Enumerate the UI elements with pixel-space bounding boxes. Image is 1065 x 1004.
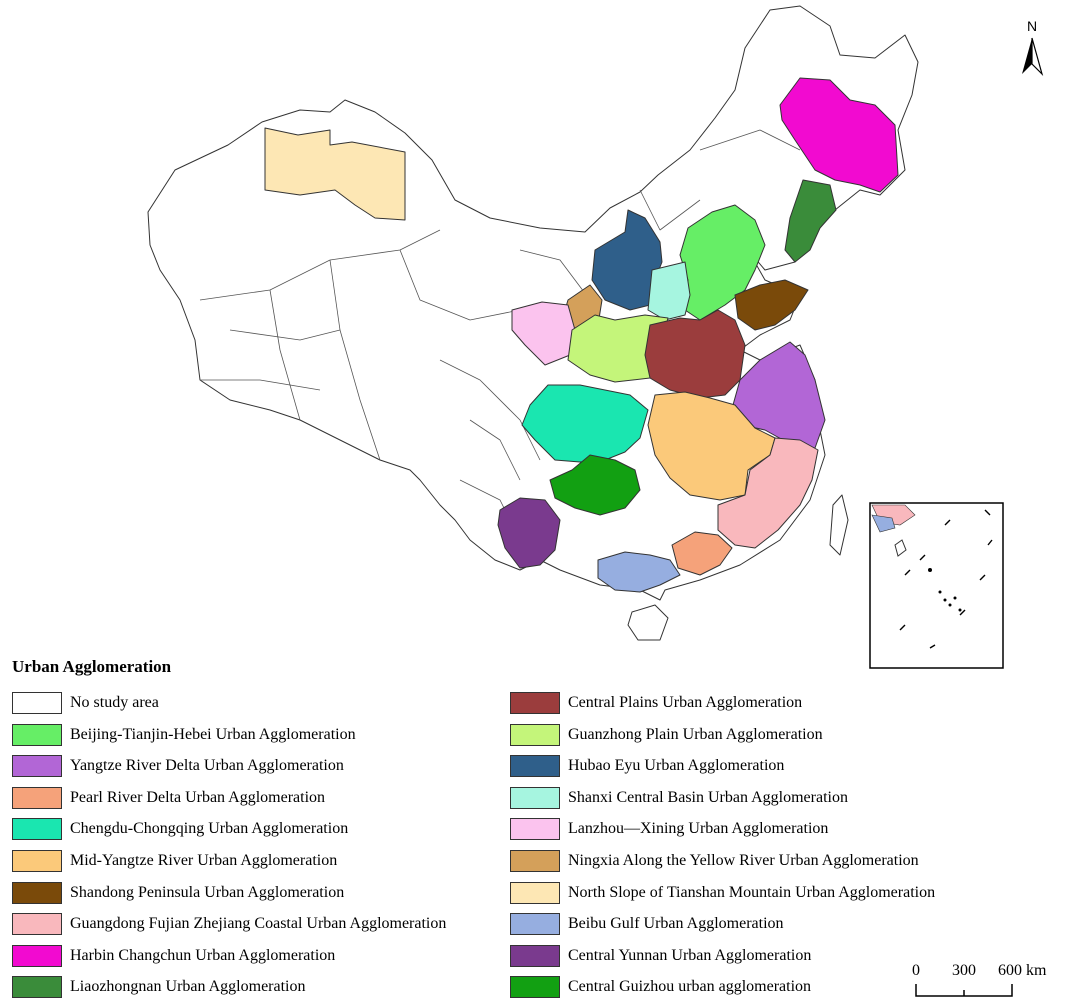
- legend-swatch: [12, 755, 62, 778]
- legend-label: Liaozhongnan Urban Agglomeration: [70, 978, 306, 996]
- region-gfz-coastal: [717, 437, 819, 549]
- legend-swatch: [12, 881, 62, 904]
- scale-tick-label: 300: [952, 962, 976, 979]
- region-liaozhongnan: [784, 179, 837, 263]
- region-shandong-peninsula: [734, 279, 809, 331]
- legend-label: Mid-Yangtze River Urban Agglomeration: [70, 852, 338, 869]
- north-arrow-label: N: [1026, 18, 1038, 34]
- scale-tick-label: 0: [912, 962, 920, 979]
- legend-swatch: [12, 850, 62, 872]
- legend-label: Shandong Peninsula Urban Agglomeration: [70, 883, 345, 901]
- legend-swatch: [510, 944, 560, 967]
- legend-item: Liaozhongnan Urban Agglomeration: [12, 974, 306, 1000]
- legend-swatch: [12, 818, 62, 841]
- legend-item: Lanzhou—Xining Urban Agglomeration: [510, 816, 828, 842]
- legend-item: Guanzhong Plain Urban Agglomeration: [510, 722, 823, 748]
- region-beibu-gulf: [597, 551, 681, 593]
- legend-swatch: [12, 786, 62, 809]
- legend-item: Central Guizhou urban agglomeration: [510, 974, 811, 1000]
- north-arrow-icon: [1022, 37, 1044, 77]
- legend-swatch: [510, 913, 560, 936]
- legend-swatch: [510, 850, 560, 872]
- legend-item: Beijing-Tianjin-Hebei Urban Agglomeratio…: [12, 722, 356, 748]
- legend-label: Harbin Changchun Urban Agglomeration: [70, 946, 336, 964]
- legend-item: Mid-Yangtze River Urban Agglomeration: [12, 848, 337, 874]
- legend-swatch: [510, 755, 560, 778]
- scale-tick-label: 600 km: [998, 962, 1047, 979]
- taiwan-outline: [829, 494, 849, 556]
- south-china-sea-inset: [869, 502, 1004, 669]
- legend-swatch: [12, 913, 62, 936]
- legend-swatch: [12, 692, 62, 714]
- scale-bar: 0 300 600 km: [912, 962, 1062, 1002]
- region-pearl-river-delta: [671, 531, 733, 576]
- legend-item: Hubao Eyu Urban Agglomeration: [510, 753, 784, 779]
- legend-item: Central Yunnan Urban Agglomeration: [510, 943, 811, 969]
- legend-label: Shanxi Central Basin Urban Agglomeration: [568, 788, 848, 806]
- legend-label: Hubao Eyu Urban Agglomeration: [568, 757, 785, 775]
- legend-item: Shanxi Central Basin Urban Agglomeration: [510, 785, 848, 811]
- legend-label: Ningxia Along the Yellow River Urban Agg…: [568, 852, 919, 869]
- legend-item: Pearl River Delta Urban Agglomeration: [12, 785, 325, 811]
- legend-label: Central Guizhou urban agglomeration: [568, 978, 812, 996]
- legend-label: Yangtze River Delta Urban Agglomeration: [70, 757, 344, 775]
- legend-swatch: [510, 976, 560, 999]
- legend-item: Central Plains Urban Agglomeration: [510, 690, 802, 716]
- region-shanxi-central-basin: [647, 261, 691, 321]
- legend-swatch: [12, 976, 62, 999]
- legend-item: Harbin Changchun Urban Agglomeration: [12, 943, 335, 969]
- legend-label: Beijing-Tianjin-Hebei Urban Agglomeratio…: [70, 725, 356, 743]
- legend-swatch: [510, 723, 560, 746]
- legend-swatch: [510, 881, 560, 904]
- legend-label: Central Yunnan Urban Agglomeration: [568, 946, 812, 964]
- legend-title: Urban Agglomeration: [12, 657, 172, 676]
- legend-swatch: [12, 723, 62, 746]
- scale-bar-line: [915, 984, 1013, 997]
- legend-label: North Slope of Tianshan Mountain Urban A…: [568, 883, 936, 901]
- legend-item: Shandong Peninsula Urban Agglomeration: [12, 880, 344, 906]
- legend-item: Chengdu-Chongqing Urban Agglomeration: [12, 816, 348, 842]
- region-chengdu-chongqing: [521, 384, 649, 463]
- region-harbin-changchun: [779, 77, 899, 193]
- legend-item: Guangdong Fujian Zhejiang Coastal Urban …: [12, 911, 446, 937]
- legend-label: Chengdu-Chongqing Urban Agglomeration: [70, 820, 349, 838]
- legend-label: Central Plains Urban Agglomeration: [568, 694, 803, 711]
- legend-item: Beibu Gulf Urban Agglomeration: [510, 911, 784, 937]
- region-central-guizhou: [549, 454, 641, 516]
- legend-item: Ningxia Along the Yellow River Urban Agg…: [510, 848, 919, 874]
- legend-swatch: [510, 786, 560, 809]
- legend-swatch: [12, 944, 62, 967]
- legend-label: Guangdong Fujian Zhejiang Coastal Urban …: [70, 915, 447, 933]
- north-arrow: N: [1018, 18, 1046, 78]
- legend-item: No study area: [12, 690, 159, 716]
- region-north-slope-tianshan: [264, 127, 406, 221]
- legend-label: Beibu Gulf Urban Agglomeration: [568, 915, 784, 933]
- legend-label: Guanzhong Plain Urban Agglomeration: [568, 725, 823, 743]
- region-mid-yangtze-river: [647, 391, 776, 501]
- legend-swatch: [510, 818, 560, 841]
- legend-label: Pearl River Delta Urban Agglomeration: [70, 788, 326, 806]
- legend-label: No study area: [70, 694, 159, 711]
- hainan-island: [627, 604, 669, 641]
- legend-item: North Slope of Tianshan Mountain Urban A…: [510, 880, 935, 906]
- legend-item: Yangtze River Delta Urban Agglomeration: [12, 753, 344, 779]
- legend-label: Lanzhou—Xining Urban Agglomeration: [568, 820, 829, 838]
- region-central-yunnan: [497, 497, 561, 569]
- legend-swatch: [510, 692, 560, 714]
